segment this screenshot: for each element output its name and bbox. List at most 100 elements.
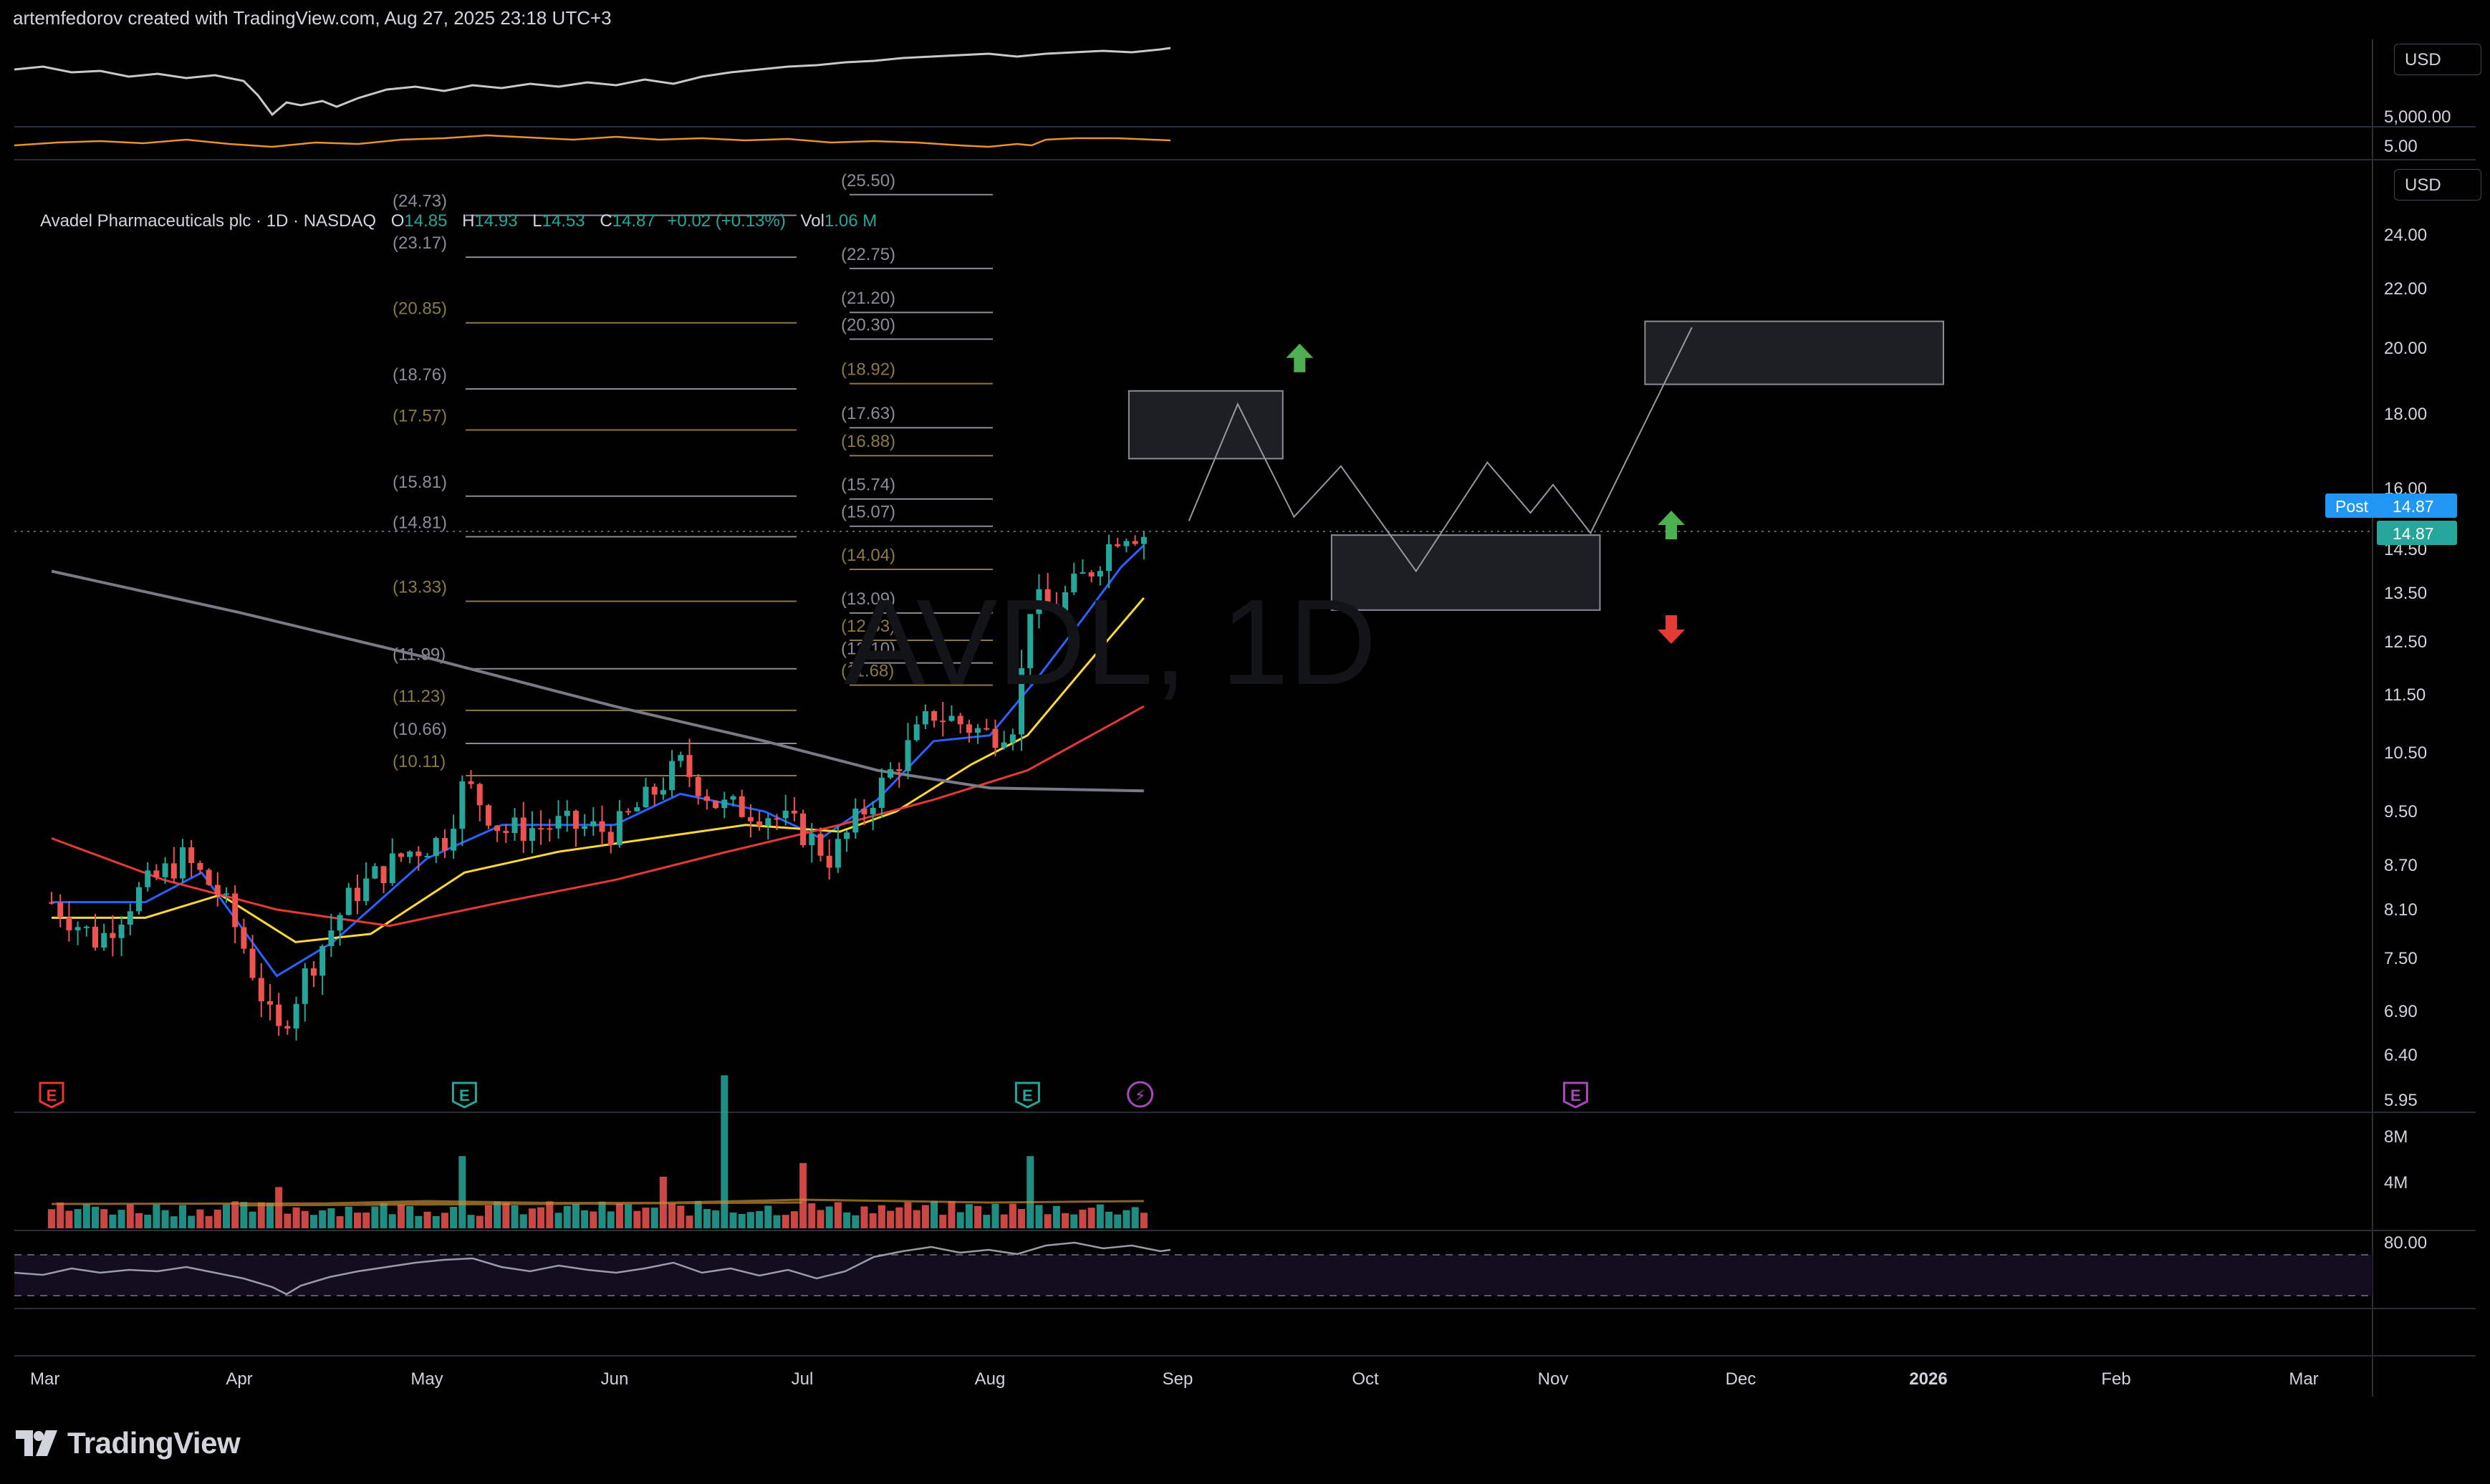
volume-tick-8m: 8M [2384, 1127, 2408, 1147]
candle-body-63 [599, 821, 605, 832]
tradingview-logo[interactable]: TradingView [16, 1422, 241, 1465]
candle-body-24 [258, 978, 264, 1001]
candle-body-66 [625, 811, 632, 813]
time-label-4: Jul [792, 1369, 814, 1389]
candle-body-73 [686, 755, 693, 777]
volume-bar-18 [205, 1215, 213, 1228]
moving-average-1 [52, 597, 1145, 943]
fib-left-label-9: (11.23) [393, 687, 446, 706]
candle-body-101 [931, 711, 938, 721]
volume-bar-96 [887, 1210, 895, 1228]
candle-body-125 [1140, 536, 1147, 544]
fibonacci-levels-right[interactable]: (25.50) (22.75) (21.20) (20.30) (18.92) (17.6… [841, 171, 993, 686]
volume-bar-79 [738, 1213, 746, 1228]
fib-left-label-5: (15.81) [393, 473, 447, 492]
price-tick-16: 5.95 [2384, 1091, 2418, 1110]
fib-right-label-0: (25.50) [841, 171, 895, 191]
candle-body-28 [293, 1003, 299, 1029]
volume-bar-85 [790, 1211, 798, 1228]
earnings-aug-glyph: E [1022, 1086, 1033, 1104]
candle-body-6 [101, 933, 107, 948]
volume-bar-82 [764, 1205, 772, 1228]
volume-bar-12 [153, 1204, 160, 1228]
price-tick-7: 12.50 [2384, 632, 2427, 652]
candle-body-74 [695, 776, 701, 796]
symbol-legend[interactable]: Avadel Pharmaceuticals plc · 1D · NASDAQ… [40, 211, 877, 231]
volume-bar-117 [1070, 1214, 1078, 1228]
candle-body-43 [424, 856, 431, 858]
chart-caption: artemfedorov created with TradingView.co… [13, 7, 612, 29]
volume-bar-1 [57, 1202, 64, 1228]
volume-bar-26 [275, 1187, 283, 1228]
volume-bar-64 [607, 1211, 615, 1228]
volume-bar-13 [161, 1210, 169, 1228]
volume-bar-7 [109, 1214, 117, 1228]
volume-bar-10 [135, 1213, 143, 1228]
time-axis[interactable]: Mar Apr May Jun Jul Aug Sep Oct Nov Dec 2026 Feb Mar [30, 1369, 2319, 1389]
candle-body-68 [643, 786, 649, 808]
legend-volume-label: Vol [800, 211, 825, 231]
volume-bar-87 [808, 1203, 816, 1228]
candle-body-21 [232, 893, 239, 928]
direction-arrows[interactable] [1286, 343, 1686, 644]
candle-body-14 [170, 863, 177, 879]
candle-body-16 [188, 847, 195, 863]
volume-bar-31 [319, 1210, 327, 1228]
fib-right-label-3: (20.30) [841, 316, 895, 335]
volume-bar-92 [852, 1215, 860, 1228]
volume-bar-106 [974, 1205, 982, 1228]
candle-body-26 [276, 1004, 282, 1026]
fib-left-label-6: (14.81) [393, 513, 447, 532]
candle-body-35 [354, 887, 360, 902]
candle-body-11 [145, 870, 151, 887]
time-label-8: Nov [1538, 1369, 1569, 1389]
volume-bar-51 [494, 1201, 501, 1228]
candle-body-114 [1044, 589, 1051, 604]
candle-body-15 [179, 847, 186, 879]
projection-polyline [1188, 327, 1693, 573]
up-arrow-2 [1658, 511, 1686, 539]
projection-path[interactable] [1188, 327, 1693, 573]
candle-body-108 [992, 728, 999, 748]
fib-left-label-11: (10.11) [393, 752, 446, 771]
candle-body-62 [590, 821, 597, 827]
candle-body-19 [214, 885, 221, 895]
currency-button-top-pane[interactable]: USD [2394, 44, 2481, 75]
volume-bar-77 [721, 1075, 729, 1228]
candle-body-23 [249, 948, 256, 978]
rsi-line [14, 1241, 1171, 1296]
volume-bar-45 [441, 1213, 448, 1228]
candle-body-83 [774, 818, 780, 820]
volume-bar-120 [1096, 1204, 1104, 1228]
candle-body-52 [503, 831, 509, 834]
chart-frame[interactable]: (24.73) (23.17) (20.85) (18.76) (17.57) (15.8… [14, 39, 2481, 1397]
candle-body-13 [162, 863, 168, 877]
candle-body-93 [861, 808, 867, 815]
candle-body-60 [572, 811, 579, 829]
candle-body-17 [197, 862, 203, 870]
volume-bar-93 [860, 1206, 868, 1228]
currency-button-main-pane[interactable]: USD [2394, 169, 2481, 201]
volume-bar-42 [415, 1215, 423, 1228]
legend-high-value: 14.93 [474, 211, 518, 231]
fib-right-label-11: (12.53) [841, 617, 895, 636]
candle-body-27 [284, 1026, 291, 1029]
legend-low-value: 14.53 [542, 211, 585, 231]
candle-body-50 [485, 805, 491, 826]
price-zones[interactable] [1128, 320, 1944, 611]
legend-low-label: L [532, 211, 542, 231]
event-markers[interactable]: E E E ⚡ E [39, 1081, 1588, 1109]
chart-canvas[interactable]: (24.73) (23.17) (20.85) (18.76) (17.57) (15.8… [14, 39, 2479, 1397]
volume-bar-6 [100, 1209, 108, 1228]
volume-bar-14 [170, 1216, 178, 1228]
volume-bar-97 [895, 1207, 903, 1228]
volume-bar-88 [817, 1210, 825, 1228]
volume-bar-34 [345, 1206, 352, 1228]
fib-right-label-4: (18.92) [841, 360, 895, 380]
rsi-pane [14, 1241, 2373, 1296]
fib-right-label-1: (22.75) [841, 245, 895, 264]
fibonacci-levels-left[interactable]: (24.73) (23.17) (20.85) (18.76) (17.57) (15.8… [393, 192, 797, 776]
volume-bar-0 [48, 1209, 55, 1228]
price-axis[interactable]: 24.0022.0020.0018.0016.0014.5013.5012.50… [2384, 226, 2427, 1110]
candle-body-30 [310, 968, 317, 976]
